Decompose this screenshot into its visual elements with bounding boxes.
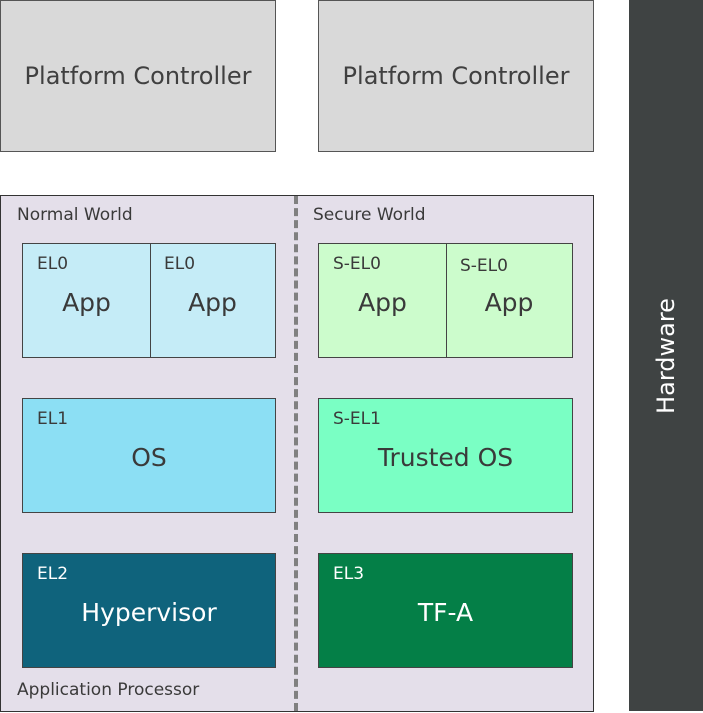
component-label: App [188,288,237,317]
world-divider [294,196,298,711]
component-label: App [484,288,534,317]
component-label: OS [131,443,167,472]
s-el0-app-1: S-EL0 App [319,244,447,357]
level-label: EL2 [37,564,69,584]
s-el1-trusted-os: S-EL1 Trusted OS [318,398,573,513]
el3-tf-a: EL3 TF-A [318,553,573,668]
platform-controller-1: Platform Controller [0,0,276,152]
level-label: EL3 [333,564,365,584]
component-label: App [358,288,407,317]
platform-controller-2: Platform Controller [318,0,594,152]
level-label: EL0 [164,254,196,274]
el2-hypervisor: EL2 Hypervisor [22,553,276,668]
el0-apps: EL0 App EL0 App [22,243,276,358]
level-label: EL1 [37,409,69,429]
application-processor-label: Application Processor [17,680,200,700]
component-label: Hypervisor [81,598,217,627]
level-label: S-EL1 [333,409,381,429]
level-label: S-EL0 [460,256,508,276]
platform-controller-label: Platform Controller [342,62,570,90]
el0-app-2: EL0 App [150,244,275,357]
level-label: S-EL0 [333,254,381,274]
hardware-bar: Hardware [629,0,703,711]
s-el0-app-2: S-EL0 App [446,244,572,357]
component-label: TF-A [417,598,474,627]
el1-os: EL1 OS [22,398,276,513]
el0-app-1: EL0 App [23,244,151,357]
normal-world-label: Normal World [17,205,133,225]
s-el0-apps: S-EL0 App S-EL0 App [318,243,573,358]
level-label: EL0 [37,254,69,274]
hardware-label: Hardware [652,297,680,414]
secure-world-label: Secure World [313,205,426,225]
component-label: App [62,288,111,317]
component-label: Trusted OS [377,443,514,472]
platform-controller-label: Platform Controller [24,62,252,90]
